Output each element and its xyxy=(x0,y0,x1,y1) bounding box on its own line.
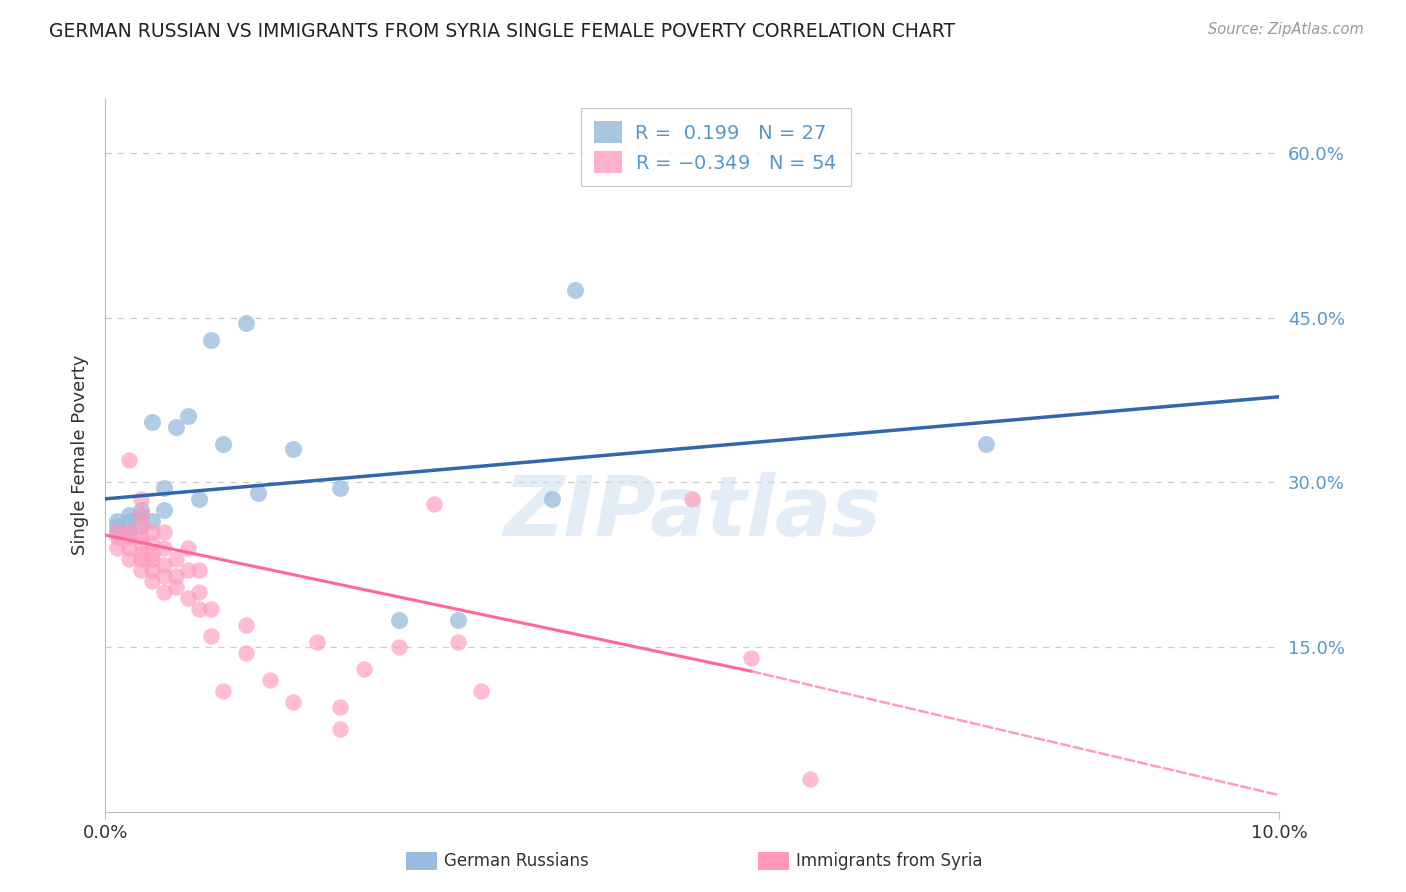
Point xyxy=(259,673,281,687)
Text: Immigrants from Syria: Immigrants from Syria xyxy=(796,852,983,870)
Point xyxy=(188,585,211,599)
Point xyxy=(118,552,141,566)
Point xyxy=(141,574,163,589)
Point xyxy=(165,552,187,566)
Point xyxy=(129,503,152,517)
Text: Source: ZipAtlas.com: Source: ZipAtlas.com xyxy=(1208,22,1364,37)
Point xyxy=(141,524,163,539)
Point xyxy=(153,585,176,599)
Point xyxy=(446,613,468,627)
Point xyxy=(105,530,128,544)
Point xyxy=(118,524,141,539)
Point xyxy=(118,508,141,523)
Point xyxy=(129,508,152,523)
Point xyxy=(105,541,128,556)
Point xyxy=(129,535,152,549)
Point xyxy=(141,514,163,528)
Point xyxy=(446,634,468,648)
Text: ZIPatlas: ZIPatlas xyxy=(503,472,882,552)
Point xyxy=(283,442,305,457)
Point xyxy=(129,519,152,533)
Point xyxy=(540,491,562,506)
Text: German Russians: German Russians xyxy=(444,852,589,870)
Point xyxy=(470,684,492,698)
Point xyxy=(129,552,152,566)
Point xyxy=(105,524,128,539)
Point xyxy=(118,514,141,528)
Point xyxy=(141,563,163,577)
Point xyxy=(176,541,198,556)
Point xyxy=(235,316,257,330)
Point xyxy=(329,723,352,737)
Point xyxy=(141,415,163,429)
Point xyxy=(188,563,211,577)
Point xyxy=(740,651,762,665)
Point xyxy=(129,519,152,533)
Point xyxy=(235,646,257,660)
Point xyxy=(353,662,375,676)
Point xyxy=(118,530,141,544)
Point xyxy=(235,618,257,632)
Point xyxy=(153,568,176,582)
Point xyxy=(153,558,176,572)
Point xyxy=(423,497,446,511)
Point xyxy=(118,541,141,556)
Point xyxy=(799,772,821,786)
Legend: R =  0.199   N = 27, R = $-$0.349   N = 54: R = 0.199 N = 27, R = $-$0.349 N = 54 xyxy=(581,108,851,186)
Point xyxy=(211,437,233,451)
Text: GERMAN RUSSIAN VS IMMIGRANTS FROM SYRIA SINGLE FEMALE POVERTY CORRELATION CHART: GERMAN RUSSIAN VS IMMIGRANTS FROM SYRIA … xyxy=(49,22,955,41)
Point xyxy=(141,547,163,561)
Point xyxy=(388,640,411,654)
Point xyxy=(188,601,211,615)
Point xyxy=(105,514,128,528)
Point xyxy=(200,333,222,347)
Point xyxy=(283,695,305,709)
Point xyxy=(211,684,233,698)
Point xyxy=(165,568,187,582)
Point xyxy=(388,613,411,627)
Point xyxy=(153,541,176,556)
Point xyxy=(141,552,163,566)
Point xyxy=(129,491,152,506)
Point xyxy=(105,519,128,533)
Point xyxy=(305,634,328,648)
Point xyxy=(176,563,198,577)
Point xyxy=(129,508,152,523)
Point xyxy=(141,535,163,549)
Point xyxy=(188,491,211,506)
Point xyxy=(165,580,187,594)
Point xyxy=(129,563,152,577)
Point xyxy=(153,524,176,539)
Point xyxy=(118,453,141,467)
Point xyxy=(176,591,198,605)
Point xyxy=(200,601,222,615)
Point xyxy=(682,491,704,506)
Y-axis label: Single Female Poverty: Single Female Poverty xyxy=(72,355,90,555)
Point xyxy=(564,283,586,297)
Point xyxy=(165,420,187,434)
Point xyxy=(153,481,176,495)
Point xyxy=(176,409,198,424)
Point xyxy=(129,547,152,561)
Point xyxy=(974,437,997,451)
Point xyxy=(153,503,176,517)
Point xyxy=(200,629,222,643)
Point xyxy=(118,524,141,539)
Point xyxy=(129,530,152,544)
Point xyxy=(105,524,128,539)
Point xyxy=(329,700,352,714)
Point xyxy=(247,486,270,500)
Point xyxy=(329,481,352,495)
